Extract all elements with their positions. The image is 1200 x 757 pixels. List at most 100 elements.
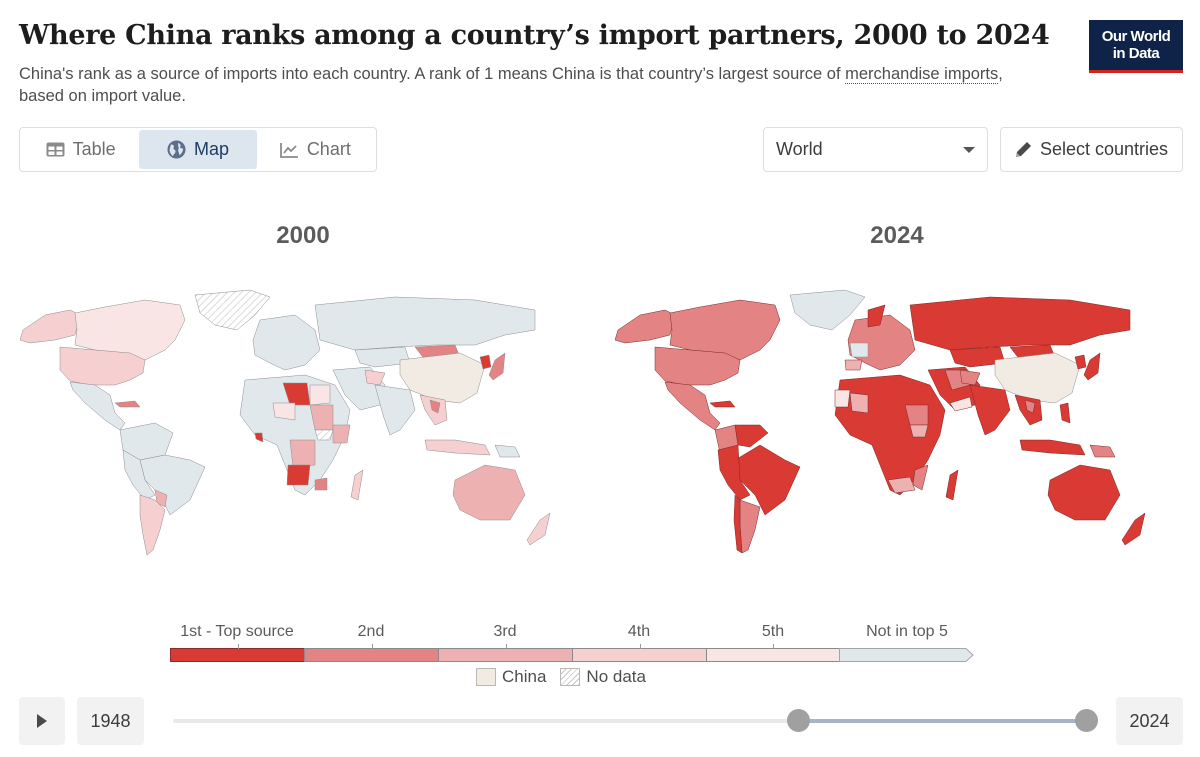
country-spain: [844, 359, 863, 371]
legend-swatch-rank-2[interactable]: [304, 644, 438, 662]
chart-subtitle: China's rank as a source of imports into…: [19, 63, 1019, 107]
country-argentina: [739, 499, 761, 554]
chart-title: Where China ranks among a country’s impo…: [19, 20, 1050, 51]
legend-label-rank-2: 2nd: [357, 623, 385, 640]
country-kazakhstan: [949, 346, 1006, 368]
pencil-icon: [1015, 142, 1031, 157]
region-select[interactable]: World: [763, 127, 988, 172]
country-south-sudan: [314, 429, 334, 441]
select-countries-label: Select countries: [1039, 139, 1169, 159]
country-cuba: [114, 400, 141, 408]
country-cuba: [709, 400, 736, 408]
legend-item-no-data[interactable]: No data: [560, 667, 646, 687]
legend-label-rank-1: 1st - Top source: [180, 623, 294, 640]
tab-chart[interactable]: Chart: [257, 130, 374, 169]
tab-map[interactable]: Map: [139, 130, 257, 169]
timeline-start-year[interactable]: 1948: [77, 697, 144, 745]
legend-label-rank-3: 3rd: [493, 623, 517, 640]
legend-swatch-rank-3[interactable]: [438, 644, 572, 662]
caret-down-icon: [963, 146, 975, 153]
country-china: [994, 352, 1081, 404]
tab-chart-label: Chart: [306, 139, 351, 159]
view-tabs: Table Map Chart: [19, 127, 377, 172]
country-png: [1089, 444, 1116, 458]
country-mali: [849, 392, 869, 414]
country-usa: [59, 346, 146, 386]
country-brazil: [734, 444, 801, 516]
country-niger: [272, 402, 296, 421]
country-madagascar: [350, 469, 364, 501]
select-countries-button[interactable]: Select countries: [1000, 127, 1183, 172]
country-western-sahara: [834, 389, 851, 408]
legend-label-rank-5: 5th: [761, 623, 785, 640]
country-mexico: [69, 381, 126, 431]
country-canada: [74, 299, 186, 361]
country-chile: [733, 494, 743, 554]
country-oman-yemen: [949, 396, 973, 412]
country-usa-alaska: [614, 309, 676, 344]
legend-swatch-rank-1[interactable]: [170, 644, 304, 662]
world-map-2024[interactable]: [610, 285, 1190, 560]
legend-categories: China No data: [476, 667, 646, 687]
country-angola: [286, 464, 311, 486]
country-france: [849, 342, 869, 358]
line-chart-icon: [279, 142, 298, 158]
legend-item-china[interactable]: China: [476, 667, 546, 687]
country-india: [374, 384, 416, 436]
legend-label-rank-4: 4th: [627, 623, 651, 640]
region-europe: [252, 314, 321, 371]
legend-china-label: China: [502, 667, 547, 686]
country-south-sudan: [909, 424, 929, 438]
legend-no-data-label: No data: [586, 667, 646, 686]
country-madagascar: [945, 469, 959, 501]
country-peru-bolivia: [717, 444, 751, 501]
country-venezuela: [734, 424, 769, 448]
owid-logo[interactable]: Our World in Data: [1089, 20, 1183, 73]
map-legend: 1st - Top source 2nd 3rd 4th 5th Not in …: [170, 620, 980, 690]
country-new-zealand: [1121, 512, 1146, 546]
legend-swatch-rank-4[interactable]: [572, 644, 706, 662]
country-korea: [1074, 354, 1087, 370]
legend-swatch-rank-5[interactable]: [706, 644, 840, 662]
country-greenland: [194, 289, 271, 331]
country-indonesia: [424, 439, 491, 456]
world-map-2000[interactable]: [15, 285, 595, 560]
globe-icon: [167, 140, 186, 159]
country-egypt: [309, 384, 331, 406]
timeline-end-year[interactable]: 2024: [1116, 697, 1183, 745]
timeline-end-handle[interactable]: [1075, 709, 1098, 732]
country-japan: [1083, 352, 1101, 381]
timeline-track[interactable]: [173, 719, 1085, 723]
merchandise-imports-link[interactable]: merchandise imports: [845, 65, 999, 84]
tab-table[interactable]: Table: [22, 130, 139, 169]
country-laos: [429, 399, 441, 414]
legend-swatch-not-top-5[interactable]: [839, 648, 974, 662]
country-india: [969, 384, 1011, 436]
country-peru-bolivia: [122, 449, 156, 501]
country-argentina-chile: [139, 494, 166, 556]
country-australia: [1047, 464, 1121, 521]
country-canada: [669, 299, 781, 361]
subtitle-text-end: , based on import value.: [19, 65, 1003, 105]
country-russia: [314, 296, 536, 351]
play-button[interactable]: [19, 697, 65, 745]
country-ethiopia: [332, 424, 351, 444]
country-indonesia: [1019, 439, 1086, 456]
subtitle-text: China's rank as a source of imports into…: [19, 65, 846, 83]
country-philippines: [1059, 402, 1071, 424]
country-laos: [1024, 399, 1036, 414]
country-usa: [654, 346, 741, 386]
tab-table-label: Table: [72, 139, 116, 159]
country-north-korea: [479, 354, 492, 370]
country-usa-alaska: [19, 309, 81, 344]
country-kazakhstan: [354, 346, 411, 368]
country-liberia: [254, 432, 264, 443]
play-icon: [37, 714, 47, 728]
timeline-start-handle[interactable]: [787, 709, 810, 732]
timeline-selected-range: [798, 719, 1086, 723]
logo-line-1: Our World: [1101, 28, 1171, 45]
timeline: 1948 2024: [19, 697, 1183, 745]
china-swatch: [476, 668, 496, 686]
no-data-swatch: [560, 668, 581, 686]
country-afghanistan: [959, 369, 981, 386]
